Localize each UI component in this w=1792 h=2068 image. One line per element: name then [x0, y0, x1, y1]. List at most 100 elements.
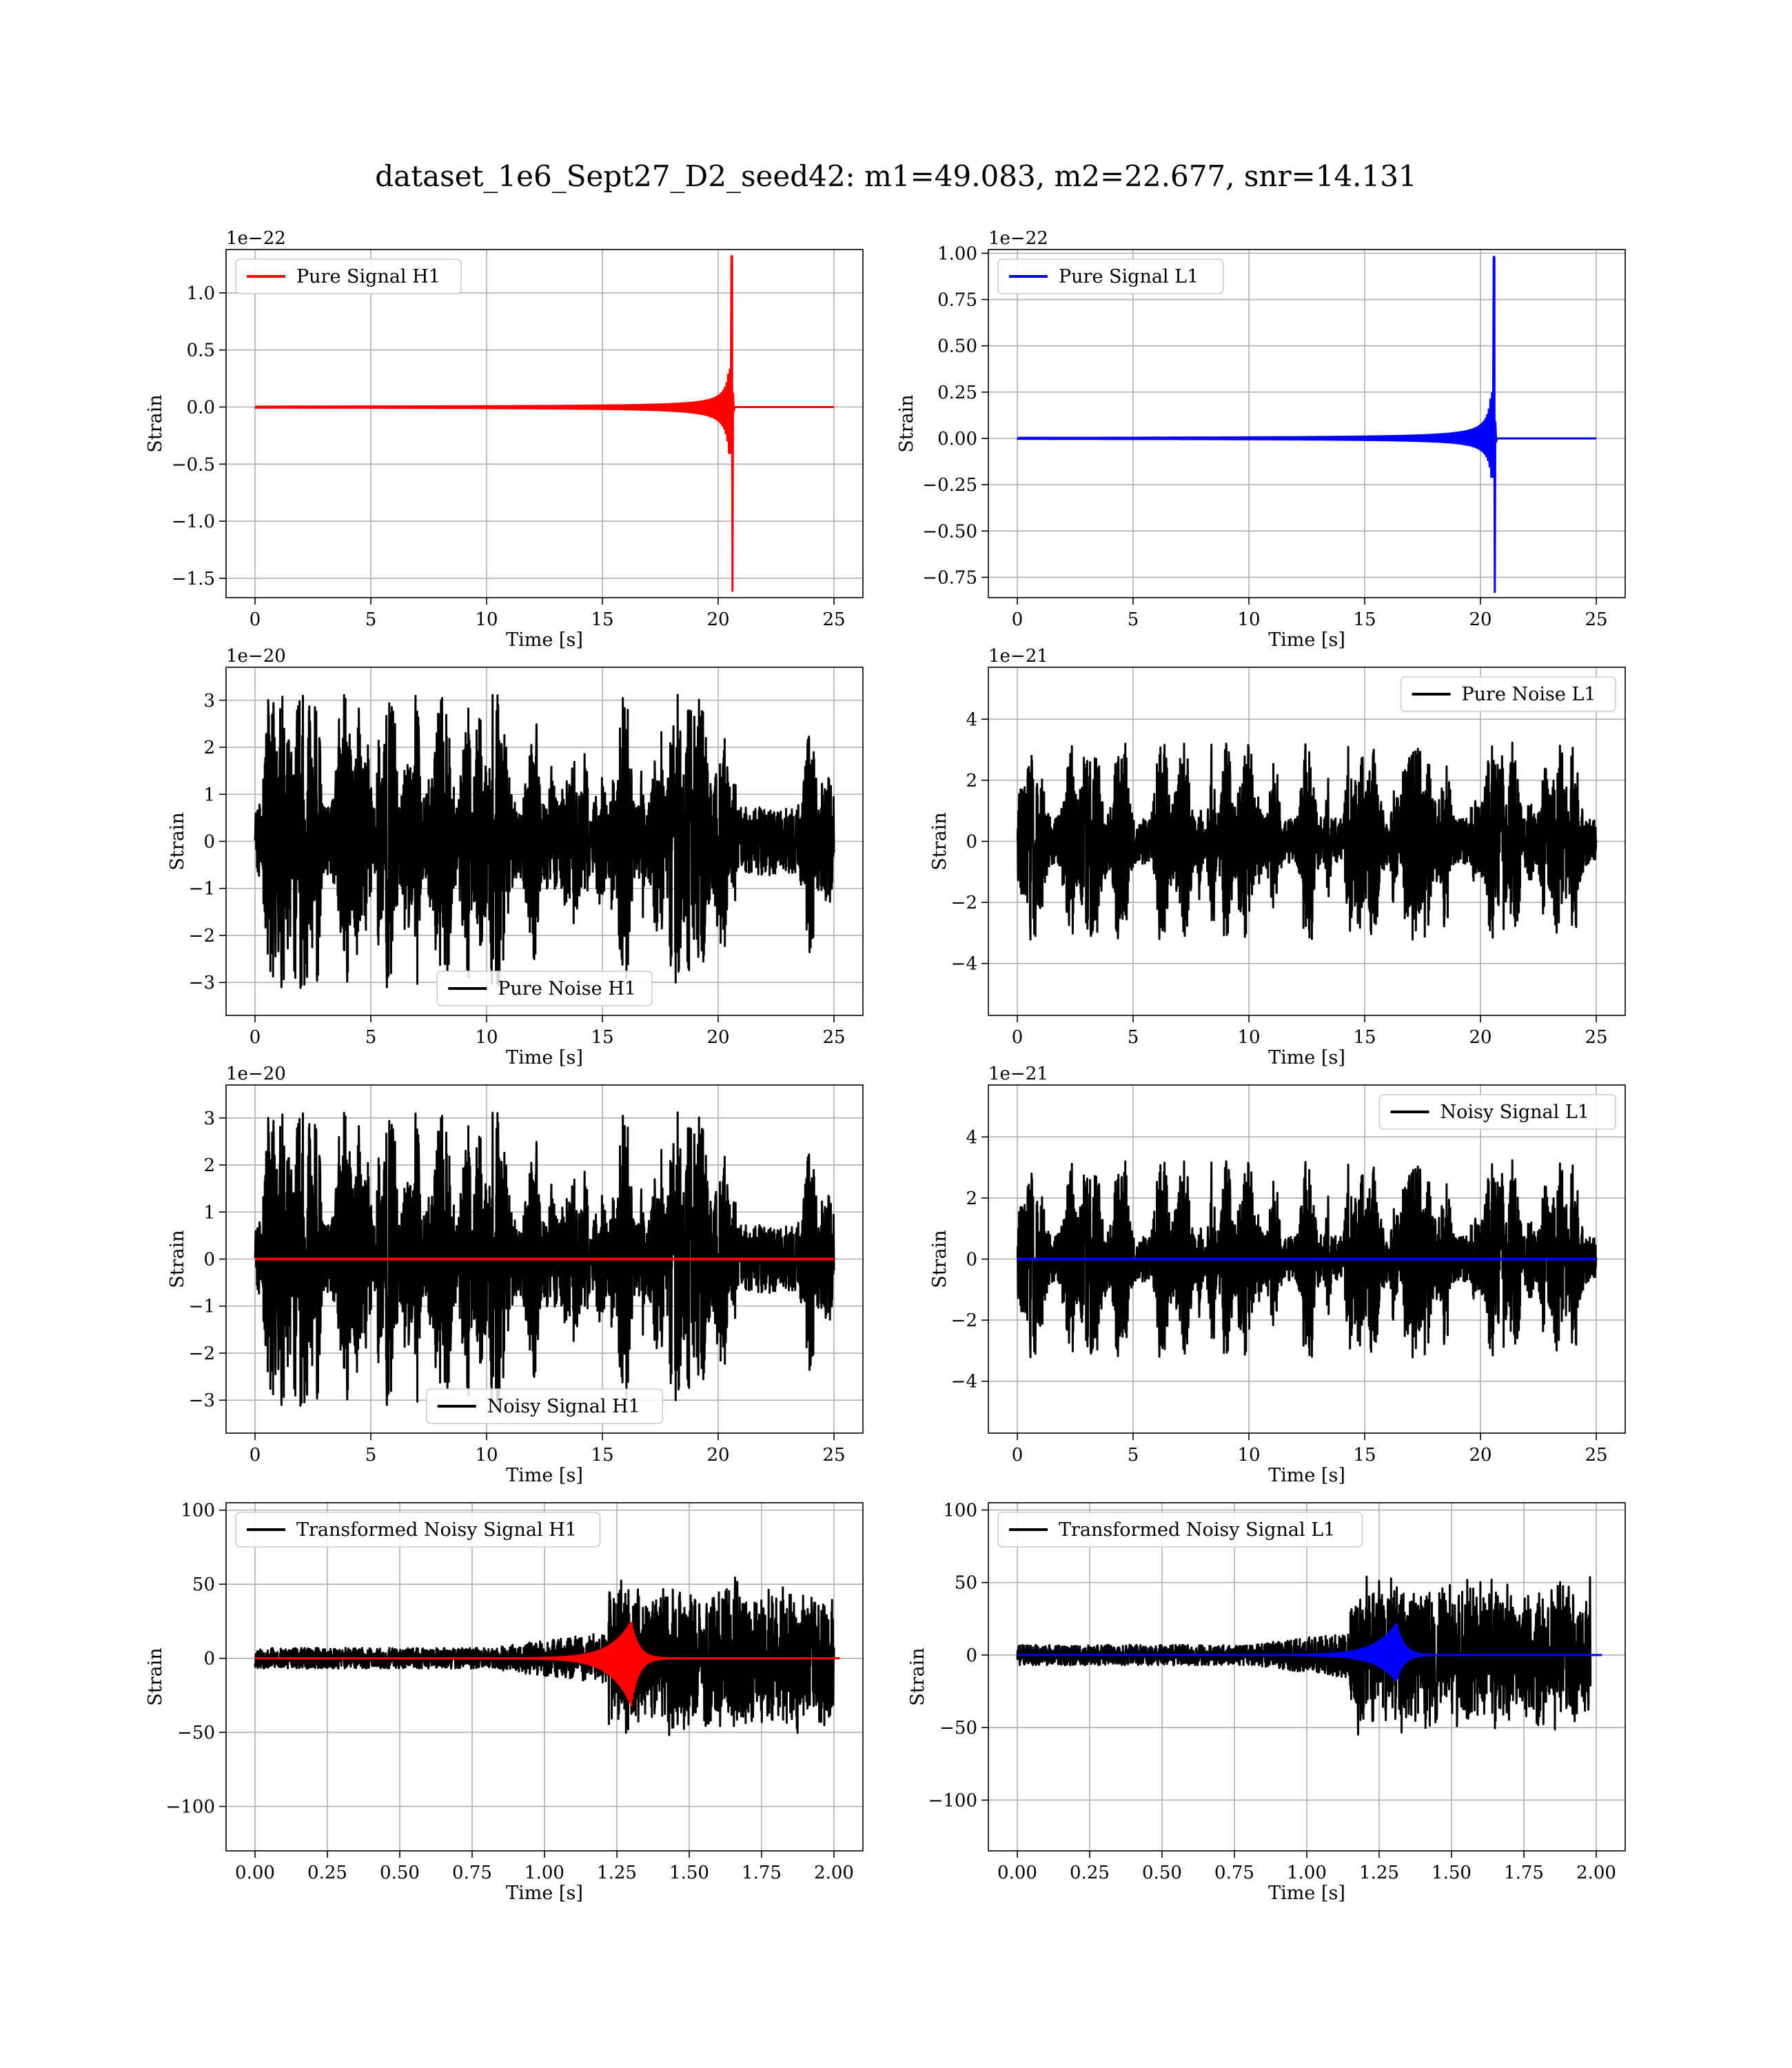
y-tick-label: −2 [951, 893, 977, 913]
x-axis-label: Time [s] [506, 629, 583, 651]
plot-area [1016, 1159, 1598, 1359]
figure-suptitle: dataset_1e6_Sept27_D2_seed42: m1=49.083,… [375, 159, 1416, 193]
x-tick-label: 5 [365, 1027, 377, 1048]
series-line-overlay-1 [1017, 1623, 1602, 1682]
legend: Pure Signal H1 [235, 258, 462, 294]
x-tick-label: 15 [1353, 1027, 1376, 1048]
legend-label: Transformed Noisy Signal H1 [296, 1519, 577, 1541]
series-line-pure-signal-l1 [1016, 256, 1597, 594]
y-tick-label: −100 [928, 1790, 977, 1811]
x-tick-label: 0.25 [1070, 1863, 1110, 1883]
y-tick-label: 0 [966, 1250, 977, 1270]
y-tick-label: 1.00 [937, 243, 977, 264]
plot-area [254, 255, 835, 592]
legend-label: Pure Signal L1 [1059, 266, 1199, 287]
x-tick-label: 25 [1585, 1445, 1607, 1466]
x-tick-label: 10 [1237, 1445, 1260, 1466]
x-tick-label: 25 [1585, 1027, 1607, 1048]
axes-frame [988, 249, 1626, 598]
y-axis-label: Strain [896, 394, 917, 452]
y-tick-label: −3 [189, 973, 215, 993]
x-tick-label: 0 [250, 1445, 261, 1466]
y-tick-label: 100 [181, 1501, 215, 1521]
x-axis-label: Time [s] [1268, 629, 1345, 651]
x-tick-label: 0.75 [452, 1863, 492, 1883]
y-tick-label: 50 [955, 1573, 977, 1594]
y-tick-label: −0.5 [172, 454, 215, 475]
y-tick-label: 0.50 [937, 336, 977, 357]
offset-label: 1e−20 [226, 646, 286, 667]
y-tick-label: 1.0 [187, 283, 215, 304]
y-tick-label: −2 [189, 1344, 215, 1364]
x-tick-label: 15 [591, 609, 613, 630]
series-line-pure-signal-h1 [254, 255, 835, 592]
legend: Transformed Noisy Signal H1 [235, 1512, 601, 1548]
x-tick-label: 0 [250, 1027, 261, 1048]
y-tick-label: −50 [177, 1723, 215, 1743]
plot-area [1016, 1575, 1602, 1736]
legend-box [997, 258, 1224, 294]
legend-label: Noisy Signal L1 [1440, 1102, 1589, 1123]
plot-area [254, 1577, 840, 1736]
series-line-overlay-1 [254, 1621, 840, 1707]
legend-box [235, 258, 462, 294]
y-tick-label: −2 [189, 926, 215, 946]
x-tick-label: 15 [1353, 609, 1376, 630]
x-tick-label: 0 [1012, 609, 1024, 630]
y-tick-label: 0 [203, 1250, 215, 1270]
y-tick-label: 1 [203, 784, 215, 805]
chart-pure-noise-h1: 0 5 10 15 20 25 −3 −2 −1 0 1 2 3 Time [s] Strain 1e−20 P… [167, 646, 864, 1068]
x-tick-label: 0.00 [235, 1863, 275, 1883]
y-tick-label: 50 [192, 1574, 215, 1595]
y-tick-label: 100 [943, 1501, 977, 1521]
y-tick-label: 2 [966, 771, 977, 791]
y-axis-label: Strain [145, 394, 166, 452]
y-tick-label: −4 [951, 1372, 977, 1392]
x-tick-label: 1.25 [1359, 1863, 1399, 1883]
x-tick-label: 10 [1237, 609, 1260, 630]
x-tick-label: 0 [1012, 1027, 1024, 1048]
x-tick-label: 0.25 [307, 1863, 347, 1883]
chart-transformed-noisy-signal-h1: 0.00 0.25 0.50 0.75 1.00 1.25 1.50 1.75 2.00 −100… [145, 1501, 864, 1904]
series-line-noisy-signal-l1 [1016, 1159, 1598, 1359]
y-tick-label: −0.75 [922, 567, 977, 588]
x-tick-label: 10 [1237, 1027, 1260, 1048]
x-tick-label: 10 [475, 1027, 498, 1048]
x-tick-label: 10 [475, 1445, 498, 1466]
y-tick-label: 3 [203, 691, 215, 711]
x-tick-label: 20 [1469, 1445, 1491, 1466]
x-tick-label: 0.75 [1214, 1863, 1254, 1883]
y-tick-label: −1 [189, 879, 215, 900]
x-tick-label: 15 [591, 1027, 613, 1048]
x-tick-label: 25 [822, 1445, 845, 1466]
y-axis-label: Strain [167, 1230, 188, 1288]
legend: Pure Signal L1 [997, 258, 1224, 294]
y-tick-label: 4 [966, 709, 977, 730]
chart-transformed-noisy-signal-l1: 0.00 0.25 0.50 0.75 1.00 1.25 1.50 1.75 2.00 −100… [907, 1501, 1626, 1904]
x-tick-label: 20 [1469, 1027, 1491, 1048]
chart-pure-noise-l1: 0 5 10 15 20 25 −4 −2 0 2 4 Time [s] Strain 1e−21 Pure… [929, 646, 1626, 1068]
y-tick-label: −100 [166, 1797, 215, 1818]
y-tick-label: 0.75 [937, 290, 977, 311]
x-tick-label: 15 [1353, 1445, 1376, 1466]
y-tick-label: −3 [189, 1390, 215, 1411]
y-tick-label: −0.25 [922, 475, 977, 496]
chart-pure-signal-l1: 0 5 10 15 20 25 −0.75 −0.50 −0.25 0.00 0.25 0.50 0.7… [896, 228, 1626, 651]
legend: Transformed Noisy Signal L1 [997, 1512, 1363, 1548]
x-tick-label: 25 [822, 1027, 845, 1048]
x-tick-label: 0 [1012, 1445, 1024, 1466]
chart-noisy-signal-h1: 0 5 10 15 20 25 −3 −2 −1 0 1 2 3 Time [s] Strain 1e−20 N… [167, 1064, 864, 1486]
series-line-transformed-noisy-signal-h1 [254, 1577, 840, 1736]
x-tick-label: 15 [591, 1445, 613, 1466]
x-tick-label: 5 [1128, 1027, 1139, 1048]
x-tick-label: 1.50 [1432, 1863, 1472, 1883]
legend: Pure Noise H1 [436, 971, 653, 1006]
y-tick-label: −0.50 [922, 521, 977, 542]
legend-box [425, 1388, 664, 1424]
legend-box [235, 1512, 601, 1548]
y-tick-label: 0.25 [937, 383, 977, 403]
x-tick-label: 1.75 [1504, 1863, 1544, 1883]
legend-label: Pure Noise H1 [498, 978, 636, 1000]
legend-label: Pure Signal H1 [296, 266, 440, 287]
